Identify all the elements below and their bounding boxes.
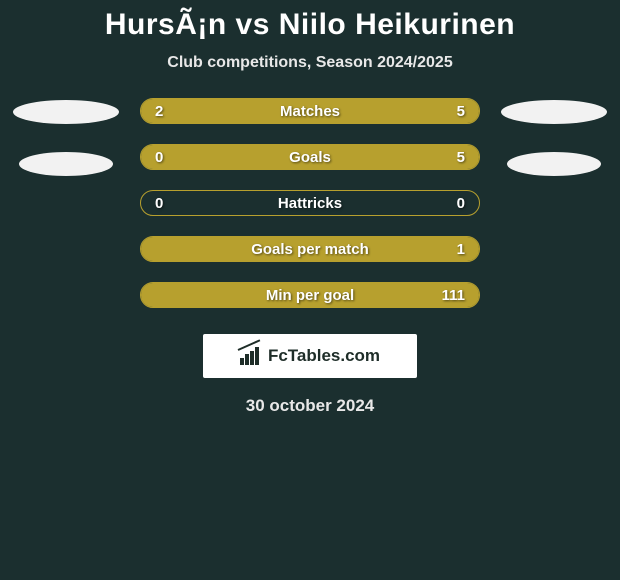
stat-bars: 2Matches50Goals50Hattricks0Goals per mat… (140, 98, 480, 308)
stat-value-right: 1 (457, 237, 465, 261)
stat-label: Matches (141, 99, 479, 123)
left-player-column (10, 98, 122, 176)
stats-area: 2Matches50Goals50Hattricks0Goals per mat… (0, 98, 620, 308)
brand-chart-icon (240, 347, 262, 365)
brand-text: FcTables.com (268, 346, 380, 366)
stat-label: Goals per match (141, 237, 479, 261)
stat-row: 0Hattricks0 (140, 190, 480, 216)
right-player-column (498, 98, 610, 176)
page-title: HursÃ¡n vs Niilo Heikurinen (0, 8, 620, 42)
stat-value-right: 5 (457, 99, 465, 123)
stat-label: Hattricks (141, 191, 479, 215)
branding-badge: FcTables.com (203, 334, 417, 378)
date-text: 30 october 2024 (0, 396, 620, 416)
stat-value-right: 111 (442, 283, 465, 307)
stat-row: Min per goal111 (140, 282, 480, 308)
subtitle: Club competitions, Season 2024/2025 (0, 54, 620, 72)
stat-value-right: 5 (457, 145, 465, 169)
stat-label: Min per goal (141, 283, 479, 307)
stat-row: 2Matches5 (140, 98, 480, 124)
stat-row: Goals per match1 (140, 236, 480, 262)
stat-value-right: 0 (457, 191, 465, 215)
right-player-slot-1 (501, 100, 607, 124)
stat-label: Goals (141, 145, 479, 169)
stat-row: 0Goals5 (140, 144, 480, 170)
right-player-slot-2 (507, 152, 601, 176)
left-player-slot-2 (19, 152, 113, 176)
left-player-slot-1 (13, 100, 119, 124)
